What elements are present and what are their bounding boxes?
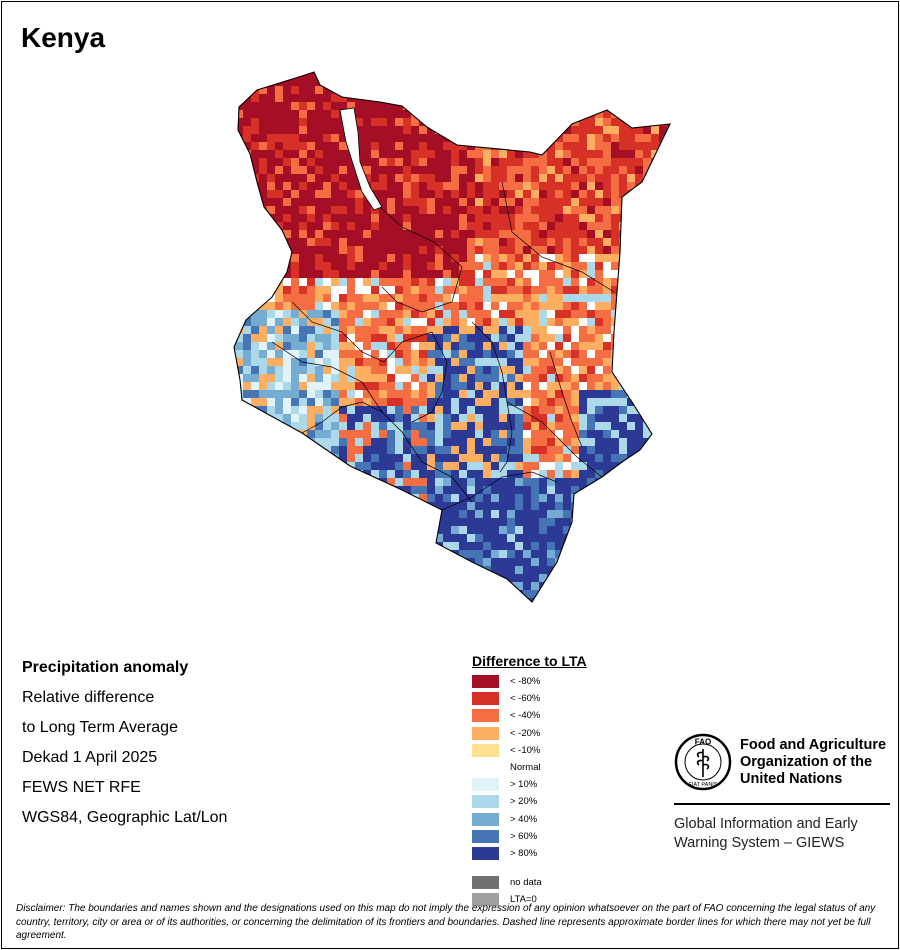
- legend-swatch: [472, 893, 499, 907]
- legend-label: < -40%: [510, 710, 541, 722]
- lake-turkana: [339, 107, 383, 211]
- legend-title: Difference to LTA: [472, 653, 587, 669]
- giews-name: Global Information and Early Warning Sys…: [674, 815, 858, 853]
- fao-organization-name: Food and Agriculture Organization of the…: [740, 737, 886, 788]
- info-line: FEWS NET RFE: [22, 779, 141, 796]
- giews-line: Global Information and Early: [674, 816, 858, 832]
- legend-row: < -40%: [472, 707, 672, 724]
- info-line-title: Precipitation anomaly: [22, 659, 189, 676]
- anomaly-map-svg: [233, 71, 671, 603]
- legend-row: LTA=0: [472, 891, 672, 908]
- legend-row: < -20%: [472, 725, 672, 742]
- legend-label: no data: [510, 877, 542, 889]
- legend-swatch: [472, 829, 499, 843]
- legend-row: < -10%: [472, 742, 672, 759]
- legend-label: > 80%: [510, 847, 538, 859]
- legend-label: < -10%: [510, 744, 541, 756]
- legend-label: > 20%: [510, 796, 538, 808]
- disclaimer: Disclaimer: The boundaries and names sho…: [16, 903, 876, 941]
- legend-swatch: [472, 709, 499, 723]
- legend-label: > 60%: [510, 830, 538, 842]
- legend-row: > 20%: [472, 793, 672, 810]
- legend-row: < -80%: [472, 673, 672, 690]
- giews-line: Warning System – GIEWS: [674, 835, 845, 851]
- legend-label: Normal: [510, 761, 541, 773]
- info-line: WGS84, Geographic Lat/Lon: [22, 809, 228, 826]
- info-line: to Long Term Average: [22, 719, 178, 736]
- map-legend: Difference to LTA < -80% < -60% < -40% < -2…: [472, 653, 672, 908]
- legend-swatch: [472, 812, 499, 826]
- legend-label: < -60%: [510, 693, 541, 705]
- fao-divider: [674, 803, 890, 805]
- fao-org-line: United Nations: [740, 771, 843, 787]
- legend-swatch: [472, 726, 499, 740]
- legend-label: > 10%: [510, 779, 538, 791]
- legend-swatch: [472, 846, 499, 860]
- legend-label: < -80%: [510, 676, 541, 687]
- legend-swatch: [472, 795, 499, 809]
- legend-swatch: [472, 692, 499, 706]
- fao-logo-motto: FIAT PANIS: [688, 782, 717, 788]
- legend-swatch: [472, 778, 499, 792]
- legend-row: > 10%: [472, 776, 672, 793]
- fao-logo-letters: FAO: [695, 738, 711, 747]
- legend-row: no data: [472, 874, 672, 891]
- legend-swatch: [472, 876, 499, 890]
- legend-row: > 80%: [472, 845, 672, 862]
- map-info: Precipitation anomaly Relative differenc…: [22, 658, 422, 838]
- legend-swatch: [472, 743, 499, 757]
- legend-row: > 40%: [472, 811, 672, 828]
- legend-label: > 40%: [510, 813, 538, 825]
- legend-swatch: [472, 760, 499, 774]
- fao-logo-icon: FAO FIAT PANIS: [674, 733, 732, 791]
- legend-rows: < -80% < -60% < -40% < -20% < -10% Normal > 10…: [472, 673, 672, 862]
- legend-label: < -20%: [510, 727, 541, 739]
- map-title: Kenya: [21, 22, 106, 53]
- kenya-map: [2, 2, 898, 642]
- legend-extra-rows: no data LTA=0: [472, 874, 672, 908]
- info-line: Relative difference: [22, 689, 155, 706]
- info-line: Dekad 1 April 2025: [22, 749, 158, 766]
- legend-swatch: [472, 675, 499, 688]
- legend-row: > 60%: [472, 828, 672, 845]
- legend-row: Normal: [472, 759, 672, 776]
- legend-row: < -60%: [472, 690, 672, 707]
- admin-boundaries: [271, 181, 615, 511]
- fao-org-line: Organization of the: [740, 754, 873, 770]
- legend-label: LTA=0: [510, 894, 537, 906]
- fao-org-line: Food and Agriculture: [740, 737, 887, 753]
